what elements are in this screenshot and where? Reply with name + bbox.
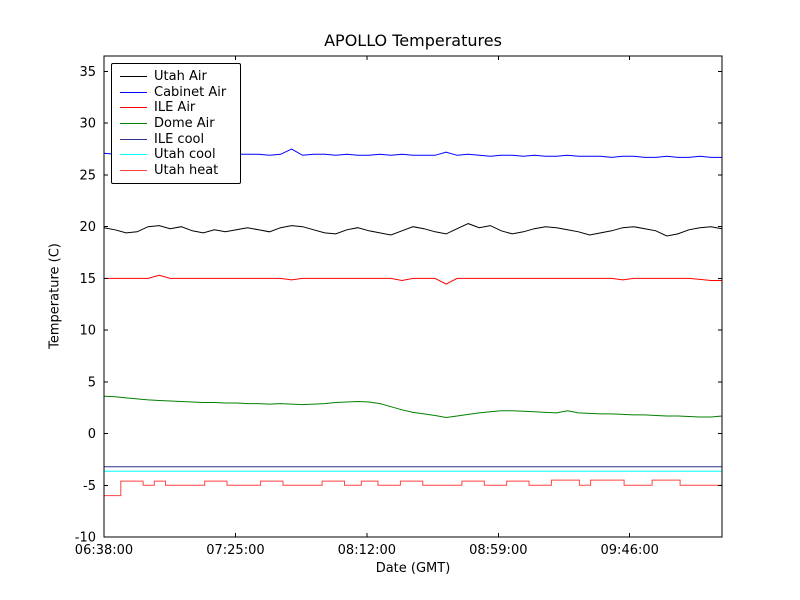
x-tick-label: 08:59:00 [469, 543, 527, 558]
y-tick-label: 10 [79, 324, 96, 339]
series-line-utah-air [103, 223, 723, 237]
y-tick-label: 0 [88, 427, 96, 442]
legend-item-utah-heat: Utah heat [120, 163, 226, 179]
legend-line-dome-air [120, 123, 147, 125]
axes-frame [103, 55, 723, 538]
legend-label: Utah Air [154, 69, 207, 85]
legend-label: ILE cool [154, 131, 205, 147]
y-tick-label: 5 [88, 375, 96, 390]
x-axis-label: Date (GMT) [375, 561, 451, 576]
series-line-dome-air [103, 316, 723, 419]
y-tick-label: 20 [79, 220, 96, 235]
y-tick-label: 15 [79, 272, 96, 287]
series-line-ile-air [104, 274, 723, 317]
legend-label: ILE Air [154, 100, 196, 116]
legend-label: Dome Air [154, 116, 215, 132]
series-line-utah-heat [104, 479, 722, 497]
legend-item-utah-air: Utah Air [120, 69, 226, 85]
y-tick-label: 25 [79, 168, 96, 183]
legend-item-ile-air: ILE Air [120, 100, 226, 116]
x-tick-label: 09:46:00 [601, 543, 659, 558]
legend-label: Cabinet Air [154, 84, 227, 100]
y-tick-label: 30 [79, 117, 96, 132]
legend-item-dome-air: Dome Air [120, 116, 226, 132]
legend-line-utah-cool [120, 154, 147, 156]
legend-line-ile-air [120, 107, 147, 109]
y-tick-label: -10 [75, 531, 96, 546]
legend-line-utah-air [120, 76, 147, 78]
x-tick-label: 08:12:00 [338, 543, 396, 558]
legend-item-ile-cool: ILE cool [120, 131, 226, 147]
y-tick-label: 35 [79, 65, 96, 80]
x-tick-label: 07:25:00 [206, 543, 264, 558]
y-tick-label: -5 [83, 479, 96, 494]
chart-title: APOLLO Temperatures [324, 31, 502, 50]
legend-line-ile-cool [120, 138, 147, 140]
y-axis-label: Temperature (C) [47, 243, 63, 349]
x-tick-label: 06:38:00 [75, 543, 133, 558]
legend: Utah Air Cabinet Air ILE Air Dome Air ILE co… [111, 63, 242, 185]
legend-item-utah-cool: Utah cool [120, 147, 226, 163]
legend-label: Utah cool [154, 147, 216, 163]
legend-label: Utah heat [154, 162, 219, 178]
legend-line-cabinet-air [120, 91, 147, 93]
legend-line-utah-heat [120, 169, 147, 171]
legend-item-cabinet-air: Cabinet Air [120, 85, 226, 101]
